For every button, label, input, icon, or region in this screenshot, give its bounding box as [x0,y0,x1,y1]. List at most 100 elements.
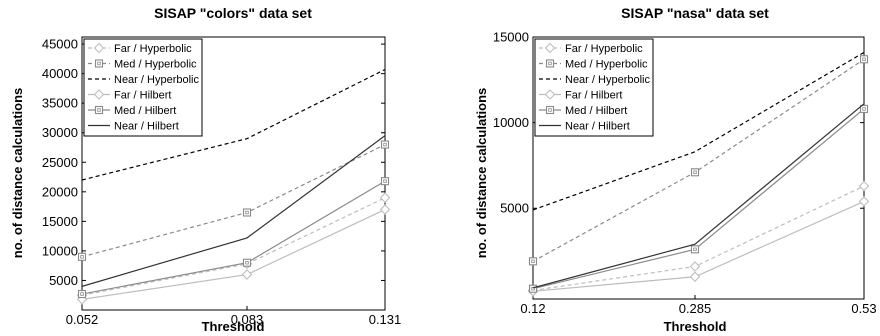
chart-colors-xtick-label: 0.131 [369,312,402,327]
chart-nasa-data-point-outline [528,284,538,293]
chart-nasa-data-point [859,55,869,64]
chart-colors-legend-label: Med / Hyperbolic [114,59,197,71]
chart-nasa-data-point-outline [528,257,538,266]
chart-nasa-legend-label: Near / Hilbert [565,121,630,133]
chart-colors-legend-marker [94,105,104,115]
chart-colors-series-line [81,135,386,287]
chart-colors-legend-marker-outline [94,59,104,68]
chart-colors-legend-marker-inner [97,108,101,112]
chart-colors-data-point-inner [245,261,249,265]
chart-colors-data-point-inner [80,292,84,296]
chart-colors-legend-marker [93,42,105,54]
chart-colors-series [81,135,386,287]
chart-nasa-marks: 5000 10000 15000 0.12 0.285 0.53 Far / Hyperbo… [493,30,877,317]
chart-colors-legend: Far / Hyperbolic Med / Hyperbolic Near / H… [83,38,203,137]
chart-colors: SISAP "colors" data set Threshold no. of… [10,5,386,334]
chart-nasa-data-point-outline [859,104,869,113]
chart-nasa-xtick-label: 0.12 [520,301,545,316]
chart-nasa-legend-label: Far / Hilbert [565,90,622,102]
chart-colors-legend-marker [93,89,105,100]
chart-nasa-xlabel: Threshold [664,319,727,334]
chart-colors-legend-label: Med / Hilbert [114,105,176,117]
chart-nasa-series [528,55,869,266]
chart-nasa-data-point [858,180,870,192]
chart-nasa: SISAP "nasa" data set Threshold no. of d… [474,5,865,334]
chart-nasa-legend-box [534,38,654,137]
chart-nasa-data-point [689,271,701,283]
chart-colors-plot-frame [81,36,386,311]
chart-colors-xtick-label: 0.052 [66,312,99,327]
chart-colors-legend-label: Far / Hyperbolic [114,43,192,55]
chart-nasa-data-point [528,284,538,293]
chart-colors-series [76,204,391,305]
chart-nasa-data-point [689,261,701,272]
chart-nasa-legend-label: Far / Hyperbolic [565,43,643,55]
chart-colors-data-point-inner [383,142,387,147]
chart-colors-ytick-label: 40000 [42,66,78,81]
chart-colors-data-point [77,289,87,299]
chart-nasa-series-line [532,103,865,289]
chart-colors-data-point [379,192,391,204]
chart-nasa-title: SISAP "nasa" data set [621,5,769,21]
chart-colors-data-point [242,208,252,217]
chart-colors-ytick-label: 25000 [42,155,78,170]
chart-nasa-series [532,103,865,289]
chart-nasa-data-point [690,245,700,254]
chart-nasa-legend-marker [545,59,555,68]
chart-nasa-legend-marker [544,42,556,54]
chart-colors-data-point [77,252,87,261]
chart-colors-legend-marker [94,59,104,68]
chart-colors-series [81,68,386,181]
chart-nasa-data-point [690,168,700,177]
chart-nasa-data-point [859,104,869,113]
chart-colors-data-point-outline [77,252,87,261]
chart-colors-series-line [81,68,386,181]
chart-nasa-legend-marker [545,105,555,115]
chart-nasa-data-point-outline [690,168,700,177]
chart-colors-series-line [81,197,386,296]
chart-colors-ytick-label: 30000 [42,125,78,140]
chart-colors-legend-label: Near / Hyperbolic [114,74,199,86]
chart-colors-data-point [380,140,390,149]
chart-nasa-data-point [858,196,870,207]
chart-colors-data-point [379,204,391,215]
chart-nasa-legend-marker-inner [548,61,552,66]
chart-nasa-legend-label: Med / Hilbert [565,105,627,117]
chart-colors-xtick-label: 0.083 [231,312,264,327]
chart-colors-ytick-label: 10000 [42,243,78,258]
chart-colors-data-point-outline [380,140,390,149]
chart-colors-data-point [242,258,252,267]
chart-colors-data-point-inner [383,179,387,183]
chart-colors-data-point-outline [242,208,252,217]
chart-colors-data-point-outline [77,289,87,299]
chart-colors-series [76,192,391,301]
chart-nasa-data-point [528,257,538,266]
chart-nasa-series-line [532,51,865,211]
chart-colors-ytick-label: 5000 [49,273,78,288]
chart-colors-xlabel: Threshold [202,319,265,334]
chart-nasa-data-point-inner [862,107,866,111]
chart-nasa-xtick-label: 0.53 [851,301,876,316]
chart-colors-ytick-label: 15000 [42,214,78,229]
chart-nasa-xtick-label: 0.285 [679,301,712,316]
chart-colors-data-point-inner [245,210,249,215]
chart-colors-marks: 5000 10000 15000 20000 25000 30000 35000 40000 4… [42,37,401,327]
chart-colors-ytick-label: 35000 [42,96,78,111]
chart-nasa-legend-marker [544,89,556,100]
chart-colors-title: SISAP "colors" data set [154,5,312,21]
chart-colors-ytick-label: 20000 [42,184,78,199]
chart-colors-legend-marker-outline [94,105,104,115]
chart-colors-legend-label: Far / Hilbert [114,90,171,102]
chart-nasa-legend-marker-outline [545,105,555,115]
chart-nasa-legend: Far / Hyperbolic Med / Hyperbolic Near / H… [534,38,654,137]
chart-colors-data-point-outline [242,258,252,267]
chart-nasa-ylabel: no. of distance calculations [474,88,489,258]
chart-colors-legend-label: Near / Hilbert [114,121,179,133]
chart-nasa-ytick-label: 5000 [500,201,529,216]
chart-nasa-series [528,104,869,293]
chart-nasa-data-point-outline [859,55,869,64]
chart-colors-ytick-label: 45000 [42,37,78,52]
chart-nasa-data-point-inner [693,170,697,174]
chart-colors-series [77,177,390,299]
